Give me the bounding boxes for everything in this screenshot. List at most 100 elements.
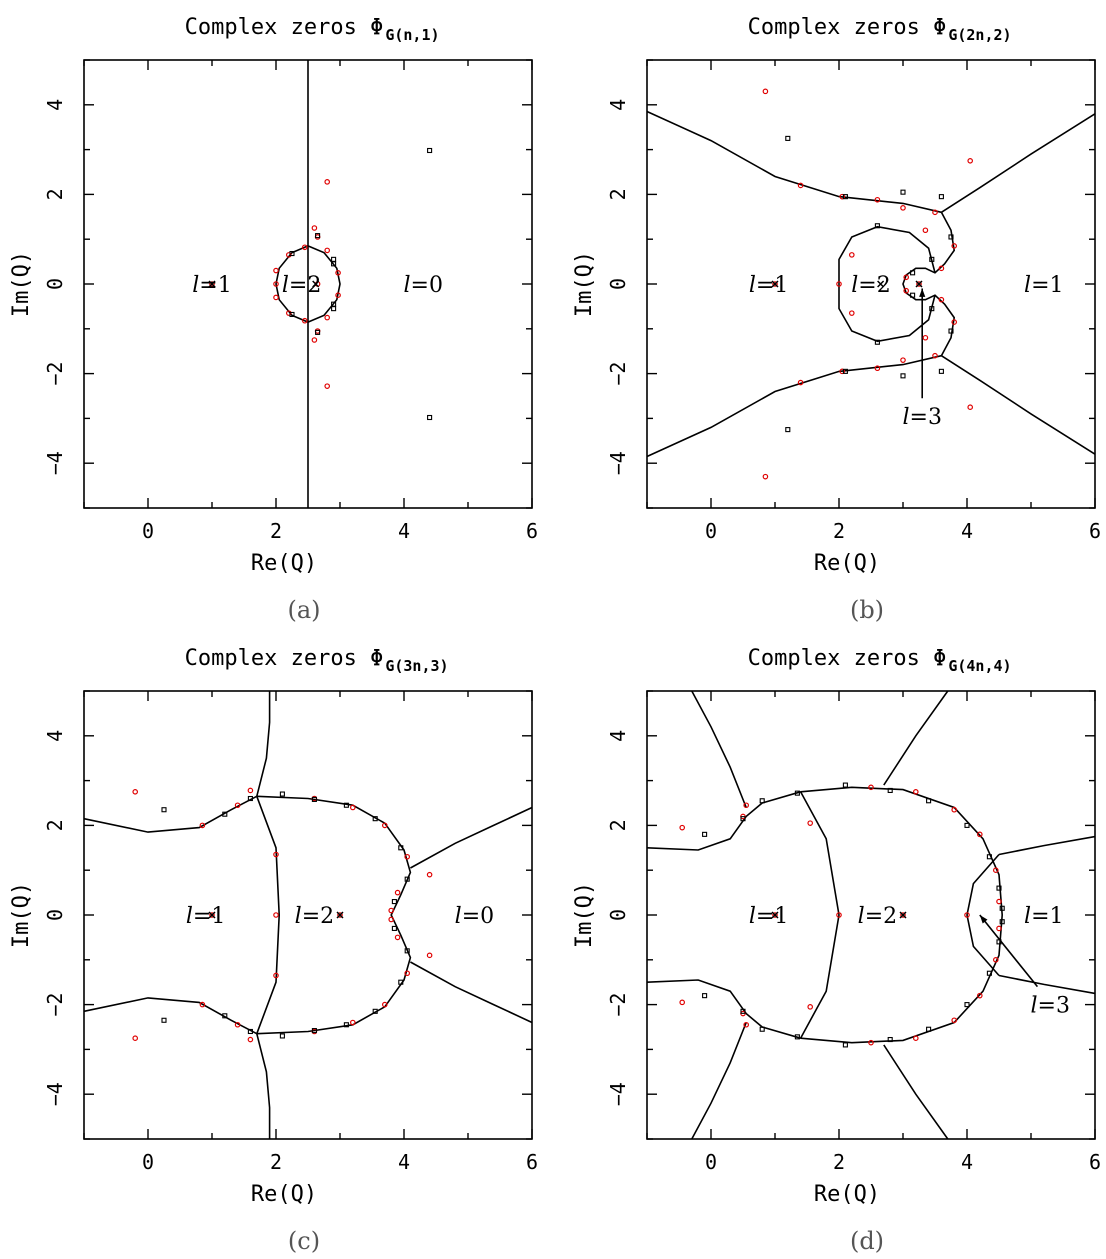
zero-point-circle	[992, 867, 999, 874]
zero-point-square	[343, 802, 349, 808]
region-label-value: 1	[1050, 904, 1064, 929]
zero-point-square	[398, 979, 404, 985]
zero-point-square	[938, 194, 944, 200]
zero-point-circle	[868, 784, 874, 791]
y-tick-label: −4	[606, 451, 630, 475]
region-label-value: 3	[928, 405, 942, 430]
boundary-curve	[966, 853, 1000, 977]
zero-point-circle	[912, 1035, 919, 1042]
region-label-ell: l	[858, 904, 865, 929]
zero-point-square	[404, 948, 410, 954]
zero-point-circle	[967, 404, 974, 411]
zero-point-circle	[922, 227, 929, 234]
zero-point-square	[311, 1028, 317, 1034]
zero-point-circle	[324, 383, 331, 389]
region-label-value: 2	[883, 904, 897, 929]
zero-point-circle	[807, 820, 814, 826]
region-label-ell: l	[186, 904, 193, 929]
zero-point-square	[842, 194, 848, 200]
zero-point-circle	[381, 822, 388, 829]
zero-point-circle	[324, 314, 331, 321]
x-tick-label: 0	[142, 1150, 154, 1174]
region-label-equals: =	[1038, 994, 1056, 1019]
zero-point-square	[910, 292, 916, 298]
region-label-equals: =	[289, 273, 307, 298]
region-label-ell: l	[192, 273, 199, 298]
zero-point-square	[702, 993, 708, 999]
region-label-equals: =	[462, 904, 480, 929]
zero-point-circle	[932, 209, 938, 216]
zero-point-square	[999, 905, 1005, 911]
zero-point-circle	[349, 1019, 356, 1026]
zero-point-square	[986, 854, 992, 860]
zero-point-square	[948, 234, 954, 240]
y-axis-label: Im(Q)	[9, 882, 34, 948]
region-label-ell: l	[403, 273, 410, 298]
zero-point-square	[759, 798, 765, 804]
region-label: l=2	[858, 904, 897, 929]
zero-point-circle	[797, 182, 804, 189]
zero-point-circle	[848, 252, 855, 258]
zero-point-circle	[273, 294, 279, 301]
zero-point-circle	[868, 1039, 874, 1046]
zero-point-square	[740, 816, 746, 822]
boundary-curve	[800, 786, 1004, 1044]
y-tick-label: 4	[43, 730, 67, 742]
zero-point-circle	[273, 851, 279, 858]
zero-point-circle	[900, 357, 906, 363]
zero-point-circle	[394, 934, 401, 941]
y-tick-label: 2	[43, 819, 67, 831]
chart-panel: Complex zeros Φ G(4n,4)l=1 l=2 l=1l=30 2 4 6−4…	[572, 646, 1101, 1255]
x-tick-label: 2	[833, 1150, 845, 1174]
zero-point-circle	[273, 972, 279, 979]
panel-caption: (a)	[287, 596, 320, 624]
zero-point-square	[315, 329, 321, 335]
zero-point-circle	[132, 1035, 139, 1042]
zero-point-circle	[335, 292, 341, 299]
y-tick-label: 4	[606, 99, 630, 111]
cross-marker	[915, 280, 923, 288]
boundary-curve	[691, 690, 747, 808]
zero-point-circle	[900, 912, 906, 918]
zero-point-circle	[951, 806, 958, 813]
zero-point-square	[929, 256, 935, 262]
zero-point-square	[874, 339, 880, 345]
zero-point-square	[247, 1028, 253, 1035]
x-tick-label: 4	[961, 1150, 973, 1174]
zero-point-circle	[996, 925, 1002, 932]
zero-point-circle	[324, 179, 331, 185]
boundary-curve	[646, 354, 942, 458]
zero-point-circle	[381, 1001, 388, 1008]
x-axis-label: Re(Q)	[251, 551, 317, 576]
zero-point-circle	[234, 1021, 241, 1028]
zero-point-square	[222, 1013, 228, 1019]
zero-point-square	[343, 1022, 349, 1028]
zero-point-circle	[404, 970, 411, 977]
zero-point-square	[315, 233, 321, 239]
y-tick-label: 4	[43, 99, 67, 111]
cross-marker	[336, 911, 344, 919]
zero-point-circle	[199, 1001, 206, 1008]
y-tick-label: 0	[606, 909, 630, 921]
zero-point-circle	[311, 225, 318, 231]
chart-title-subscript: G(4n,4)	[948, 657, 1011, 675]
boundary-curve	[646, 110, 942, 214]
cross-marker	[771, 911, 779, 919]
region-label-equals: =	[756, 273, 774, 298]
zero-point-square	[161, 807, 167, 813]
chart-panel: Complex zeros Φ G(3n,3)l=1 l=2 l=00 2 4 6−4−20…	[9, 646, 538, 1255]
y-tick-label: 2	[606, 188, 630, 200]
zero-point-circle	[404, 853, 411, 860]
zero-point-square	[842, 368, 848, 374]
x-tick-label: 2	[270, 519, 282, 543]
zero-point-circle	[938, 265, 945, 272]
region-label: l=1	[749, 273, 788, 298]
zero-point-circle	[388, 907, 395, 914]
zero-point-circle	[285, 252, 292, 258]
cross-marker	[208, 911, 216, 919]
chart-title: Complex zeros Φ	[748, 15, 947, 40]
y-tick-label: 0	[43, 278, 67, 290]
zero-point-circle	[132, 788, 139, 795]
zero-point-square	[247, 795, 253, 802]
